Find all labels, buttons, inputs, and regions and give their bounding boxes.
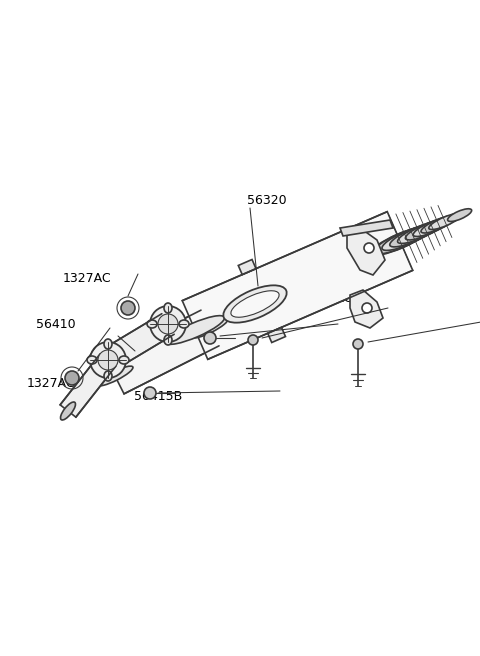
Ellipse shape bbox=[231, 291, 279, 318]
Ellipse shape bbox=[374, 228, 426, 254]
Ellipse shape bbox=[104, 339, 112, 349]
Text: 56415B: 56415B bbox=[134, 390, 183, 403]
Circle shape bbox=[364, 243, 374, 253]
Ellipse shape bbox=[102, 352, 114, 368]
Ellipse shape bbox=[119, 356, 129, 364]
Text: 1327AC: 1327AC bbox=[62, 272, 111, 285]
Polygon shape bbox=[60, 354, 116, 417]
Ellipse shape bbox=[382, 226, 431, 251]
Ellipse shape bbox=[157, 318, 179, 331]
Ellipse shape bbox=[413, 218, 451, 236]
Ellipse shape bbox=[192, 318, 228, 338]
Polygon shape bbox=[268, 327, 286, 342]
Polygon shape bbox=[182, 212, 413, 359]
Ellipse shape bbox=[97, 354, 119, 367]
Ellipse shape bbox=[371, 226, 430, 255]
Text: 1125KF: 1125KF bbox=[190, 298, 237, 312]
Ellipse shape bbox=[164, 303, 172, 313]
Ellipse shape bbox=[97, 366, 133, 386]
Text: 1125KG: 1125KG bbox=[305, 292, 354, 305]
Circle shape bbox=[362, 303, 372, 313]
Polygon shape bbox=[238, 260, 256, 275]
Ellipse shape bbox=[397, 222, 441, 243]
Circle shape bbox=[353, 339, 363, 349]
Ellipse shape bbox=[104, 371, 112, 381]
Ellipse shape bbox=[179, 320, 189, 328]
Ellipse shape bbox=[147, 320, 157, 328]
Ellipse shape bbox=[406, 220, 446, 240]
Circle shape bbox=[65, 371, 79, 385]
Ellipse shape bbox=[223, 285, 287, 323]
Circle shape bbox=[121, 301, 135, 315]
Polygon shape bbox=[102, 314, 174, 370]
Circle shape bbox=[158, 314, 178, 334]
Circle shape bbox=[90, 342, 126, 378]
Circle shape bbox=[204, 332, 216, 344]
Polygon shape bbox=[106, 310, 219, 394]
Text: 1327AC: 1327AC bbox=[26, 377, 75, 390]
Ellipse shape bbox=[61, 403, 74, 419]
Polygon shape bbox=[350, 290, 383, 328]
Ellipse shape bbox=[87, 356, 97, 364]
Ellipse shape bbox=[166, 316, 225, 344]
Ellipse shape bbox=[447, 209, 472, 222]
Circle shape bbox=[150, 306, 186, 342]
Polygon shape bbox=[340, 220, 393, 236]
Ellipse shape bbox=[421, 216, 456, 233]
Ellipse shape bbox=[429, 213, 461, 230]
Ellipse shape bbox=[164, 335, 172, 345]
Text: 56320: 56320 bbox=[247, 194, 287, 207]
Text: 56410: 56410 bbox=[36, 318, 76, 331]
Ellipse shape bbox=[390, 224, 436, 247]
Circle shape bbox=[144, 387, 156, 399]
Circle shape bbox=[248, 335, 258, 345]
Ellipse shape bbox=[60, 402, 75, 420]
Text: 56415B: 56415B bbox=[166, 325, 214, 338]
Circle shape bbox=[98, 350, 118, 370]
Polygon shape bbox=[347, 230, 385, 275]
